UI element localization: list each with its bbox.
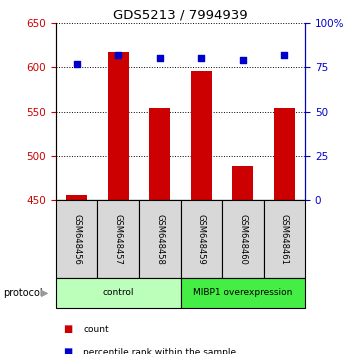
Bar <box>264 200 305 278</box>
Bar <box>56 278 180 308</box>
Bar <box>97 200 139 278</box>
Bar <box>139 200 180 278</box>
Bar <box>191 71 212 200</box>
Bar <box>274 108 295 200</box>
Text: ▶: ▶ <box>42 288 49 298</box>
Text: percentile rank within the sample: percentile rank within the sample <box>83 348 236 354</box>
Bar <box>149 108 170 200</box>
Text: ■: ■ <box>63 347 73 354</box>
Text: count: count <box>83 325 109 334</box>
Text: MIBP1 overexpression: MIBP1 overexpression <box>193 289 292 297</box>
Point <box>240 57 245 63</box>
Bar <box>180 200 222 278</box>
Text: GSM648460: GSM648460 <box>238 213 247 264</box>
Point <box>116 52 121 58</box>
Bar <box>108 52 129 200</box>
Text: control: control <box>103 289 134 297</box>
Bar <box>232 166 253 200</box>
Point <box>282 52 287 58</box>
Text: ■: ■ <box>63 324 73 334</box>
Bar <box>222 200 264 278</box>
Title: GDS5213 / 7994939: GDS5213 / 7994939 <box>113 9 248 22</box>
Text: GSM648459: GSM648459 <box>197 213 206 264</box>
Bar <box>66 195 87 200</box>
Text: GSM648456: GSM648456 <box>72 213 81 264</box>
Text: GSM648457: GSM648457 <box>114 213 123 264</box>
Point <box>74 61 80 67</box>
Text: GSM648461: GSM648461 <box>280 213 289 264</box>
Point <box>199 56 204 61</box>
Point <box>157 56 162 61</box>
Text: GSM648458: GSM648458 <box>155 213 164 264</box>
Bar <box>56 200 97 278</box>
Bar <box>180 278 305 308</box>
Text: protocol: protocol <box>4 288 43 298</box>
